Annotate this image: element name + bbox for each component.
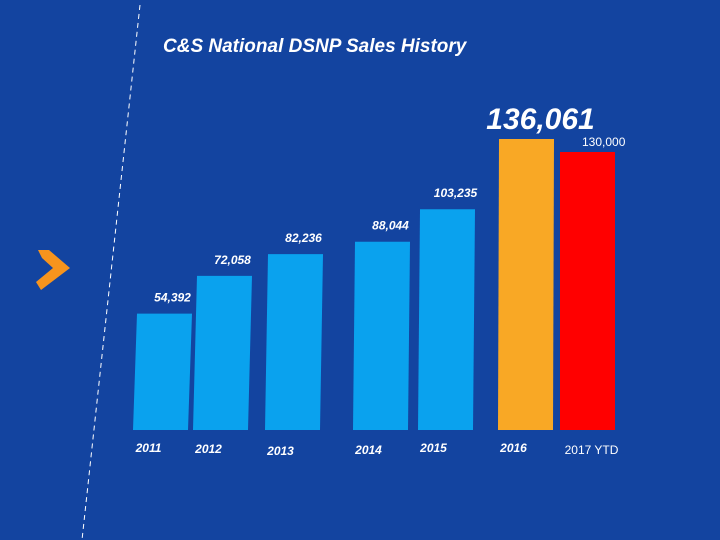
dashed-divider bbox=[81, 4, 141, 540]
value-label-2015: 103,235 bbox=[434, 186, 478, 200]
chevron-right-icon bbox=[36, 250, 70, 290]
chart-title: C&S National DSNP Sales History bbox=[163, 36, 467, 57]
bars-group bbox=[133, 139, 615, 430]
category-label-2015: 2015 bbox=[419, 441, 447, 455]
value-label-2014: 88,044 bbox=[372, 219, 409, 233]
bar-2014 bbox=[353, 241, 410, 430]
category-label-2013: 2013 bbox=[266, 444, 294, 458]
value-label-2012: 72,058 bbox=[214, 253, 251, 267]
bar-2015 bbox=[418, 209, 475, 430]
category-label-2017-ytd: 2017 YTD bbox=[565, 443, 619, 457]
bar-2011 bbox=[133, 313, 192, 430]
value-label-2011: 54,392 bbox=[154, 291, 191, 305]
bar-2013 bbox=[265, 254, 323, 430]
category-label-2014: 2014 bbox=[354, 443, 382, 457]
bar-2016 bbox=[498, 139, 554, 430]
value-label-2016: 136,061 bbox=[486, 103, 594, 136]
value-label-2017-ytd: 130,000 bbox=[582, 135, 626, 149]
labels-group: 54,392 2011 72,058 2012 82,236 2013 88,044 2014… bbox=[135, 103, 626, 458]
category-label-2012: 2012 bbox=[194, 442, 222, 456]
category-label-2011: 2011 bbox=[135, 441, 162, 455]
category-label-2016: 2016 bbox=[499, 441, 527, 455]
value-label-2013: 82,236 bbox=[285, 231, 322, 245]
bar-2012 bbox=[193, 275, 252, 430]
bar-2017-ytd bbox=[560, 151, 615, 430]
